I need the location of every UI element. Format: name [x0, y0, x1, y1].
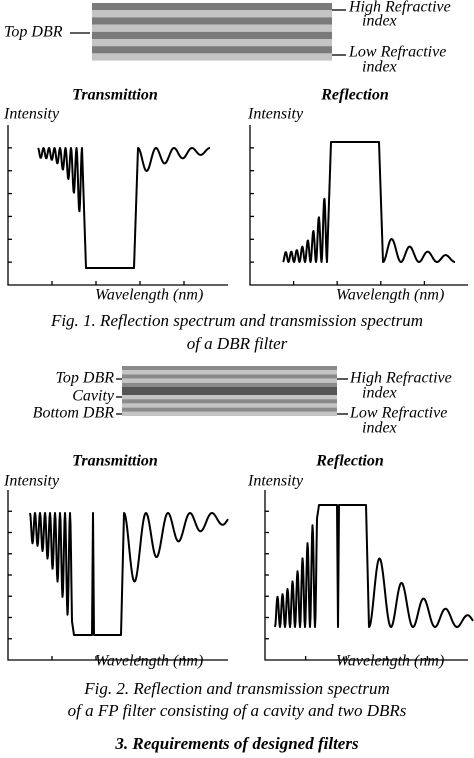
- axis: [7, 490, 228, 661]
- transmission-curve: [37, 147, 211, 269]
- layer: [92, 10, 332, 18]
- layer: [92, 46, 332, 54]
- panel-title: Transmittion: [72, 87, 158, 104]
- label: Top DBR: [55, 370, 114, 387]
- cavity-layer: [122, 387, 337, 395]
- axis: [249, 125, 468, 286]
- label: index: [362, 13, 397, 30]
- label: index: [362, 385, 397, 402]
- axis-label: Wavelength (nm): [95, 287, 203, 304]
- layer: [122, 366, 337, 371]
- section-heading: 3. Requirements of designed filters: [114, 734, 359, 753]
- panel-title: Reflection: [320, 87, 389, 104]
- layer: [92, 3, 332, 11]
- label: index: [362, 59, 397, 76]
- axis-label: Wavelength (nm): [95, 653, 203, 670]
- layer: [92, 39, 332, 47]
- panel-title: Reflection: [315, 453, 384, 470]
- layer: [122, 407, 337, 412]
- axis: [7, 125, 228, 286]
- axis-label: Intensity: [3, 473, 60, 490]
- caption: of a DBR filter: [187, 334, 288, 353]
- layer: [122, 411, 337, 416]
- label: index: [362, 420, 397, 437]
- reflection-curve: [282, 141, 456, 263]
- layer: [92, 31, 332, 39]
- axis: [264, 490, 468, 661]
- layer: [122, 399, 337, 404]
- caption: Fig. 1. Reflection spectrum and transmis…: [50, 311, 423, 330]
- axis-label: Intensity: [247, 106, 304, 123]
- axis-label: Intensity: [3, 106, 60, 123]
- caption: of a FP filter consisting of a cavity an…: [68, 701, 407, 720]
- layer: [122, 378, 337, 383]
- layer: [122, 395, 337, 400]
- axis-label: Intensity: [247, 473, 304, 490]
- label: Cavity: [72, 388, 115, 405]
- axis-label: Wavelength (nm): [336, 653, 444, 670]
- caption: Fig. 2. Reflection and transmission spec…: [83, 679, 390, 698]
- label: High Refractive: [348, 0, 451, 16]
- dbr-stack: [92, 3, 332, 61]
- label: Bottom DBR: [33, 405, 115, 422]
- label: Low Refractive: [348, 44, 446, 61]
- label: Low Refractive: [349, 405, 447, 422]
- layer: [92, 17, 332, 25]
- axis-label: Wavelength (nm): [336, 287, 444, 304]
- panel-title: Transmittion: [72, 453, 158, 470]
- layer: [92, 53, 332, 61]
- layer: [92, 24, 332, 32]
- transmission-curve: [29, 512, 229, 636]
- fp-stack: [122, 366, 337, 416]
- layer: [122, 382, 337, 387]
- reflection-curve: [274, 504, 474, 628]
- layer: [122, 374, 337, 379]
- layer: [122, 370, 337, 375]
- label: High Refractive: [349, 370, 452, 387]
- layer: [122, 403, 337, 408]
- label: Top DBR: [4, 24, 63, 41]
